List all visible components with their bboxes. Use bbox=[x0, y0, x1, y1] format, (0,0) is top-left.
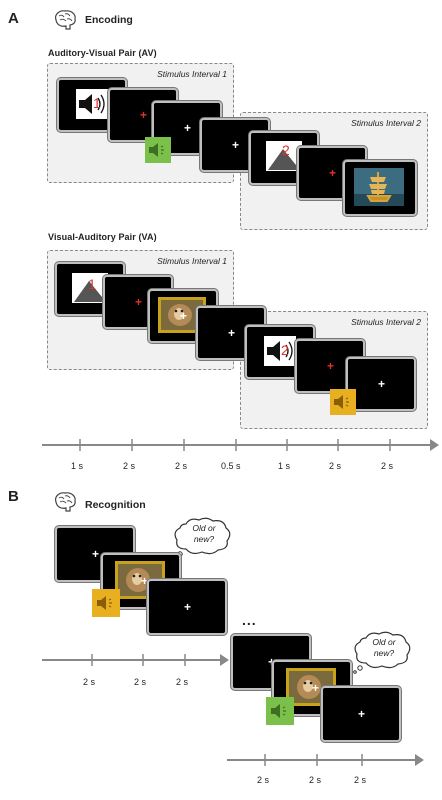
recognition-timeline-2-axis bbox=[227, 754, 424, 766]
speaker-box: 1 bbox=[76, 89, 108, 119]
sound-number-2: 2 bbox=[281, 342, 289, 358]
encoding-tick-label: 2 s bbox=[175, 461, 188, 471]
va-screen-fixation-white-2: + bbox=[346, 357, 416, 411]
rec1-screen-fixation-2: + bbox=[147, 579, 227, 635]
thought-text-line2: new? bbox=[373, 648, 395, 658]
panel-a-letter: A bbox=[8, 10, 19, 27]
encoding-tick-label: 1 s bbox=[278, 461, 291, 471]
rec2-screen-fixation-2: + bbox=[321, 686, 401, 742]
fixation-cross: + bbox=[92, 547, 100, 561]
va-pair-label: Visual-Auditory Pair (VA) bbox=[48, 232, 157, 242]
thought-text-line2: new? bbox=[193, 534, 215, 544]
recognition-title: Recognition bbox=[85, 499, 146, 511]
panel-b-letter: B bbox=[8, 488, 19, 505]
encoding-tick-label: 1 s bbox=[71, 461, 84, 471]
fixation-cross: + bbox=[228, 326, 236, 340]
speaker-icon-green bbox=[266, 697, 294, 725]
av-interval-1-label: Stimulus Interval 1 bbox=[157, 69, 227, 79]
speaker-icon-yellow bbox=[330, 389, 356, 415]
fixation-cross: + bbox=[184, 600, 192, 614]
brain-icon bbox=[55, 10, 76, 30]
fixation-cross: + bbox=[329, 166, 337, 180]
recognition-tick-label: 2 s bbox=[354, 775, 367, 785]
fixation-cross: + bbox=[140, 108, 148, 122]
speaker-icon bbox=[79, 94, 105, 114]
triangle-icon bbox=[268, 149, 300, 170]
av-screen-ship bbox=[343, 160, 417, 216]
recognition-tick-label: 2 s bbox=[83, 677, 96, 687]
va-interval-1-label: Stimulus Interval 1 bbox=[157, 256, 227, 266]
fixation-cross: + bbox=[327, 359, 335, 373]
recognition-tick-label: 2 s bbox=[176, 677, 189, 687]
recognition-tick-label: 2 s bbox=[257, 775, 270, 785]
thought-text-line1: Old or bbox=[192, 523, 216, 533]
thought-bubble bbox=[353, 631, 411, 674]
speaker-icon-green bbox=[145, 137, 171, 163]
sound-number-2: 2 bbox=[282, 142, 290, 158]
recognition-tick-label: 2 s bbox=[309, 775, 322, 785]
fixation-cross: + bbox=[180, 309, 188, 323]
recognition-tick-label: 2 s bbox=[134, 677, 147, 687]
fixation-cross: + bbox=[268, 656, 275, 668]
ship-image bbox=[354, 168, 404, 206]
speaker-icon-yellow bbox=[92, 589, 120, 617]
fixation-cross: + bbox=[378, 377, 386, 391]
av-interval-2-label: Stimulus Interval 2 bbox=[351, 118, 421, 128]
encoding-tick-label: 2 s bbox=[123, 461, 136, 471]
fixation-cross: + bbox=[232, 138, 240, 152]
fixation-cross: + bbox=[141, 574, 149, 588]
va-interval-2-label: Stimulus Interval 2 bbox=[351, 317, 421, 327]
encoding-title: Encoding bbox=[85, 14, 133, 26]
fixation-cross: + bbox=[312, 681, 320, 695]
triangle-icon bbox=[74, 281, 106, 302]
brain-icon bbox=[55, 492, 76, 512]
av-pair-label: Auditory-Visual Pair (AV) bbox=[48, 48, 157, 58]
fixation-cross: + bbox=[135, 295, 143, 309]
fixation-cross: + bbox=[358, 707, 366, 721]
recognition-timeline-1-axis bbox=[42, 654, 229, 666]
ellipsis: ... bbox=[242, 612, 257, 628]
thought-text-line1: Old or bbox=[372, 637, 396, 647]
encoding-tick-label: 0.5 s bbox=[221, 461, 241, 471]
encoding-tick-label: 2 s bbox=[381, 461, 394, 471]
sound-number-1: 1 bbox=[88, 276, 96, 292]
encoding-timeline-axis bbox=[42, 439, 439, 451]
encoding-tick-label: 2 s bbox=[329, 461, 342, 471]
fixation-cross: + bbox=[184, 121, 192, 135]
sound-number-1: 1 bbox=[93, 95, 101, 111]
speaker-icon bbox=[267, 341, 293, 361]
thought-bubble bbox=[173, 517, 231, 560]
